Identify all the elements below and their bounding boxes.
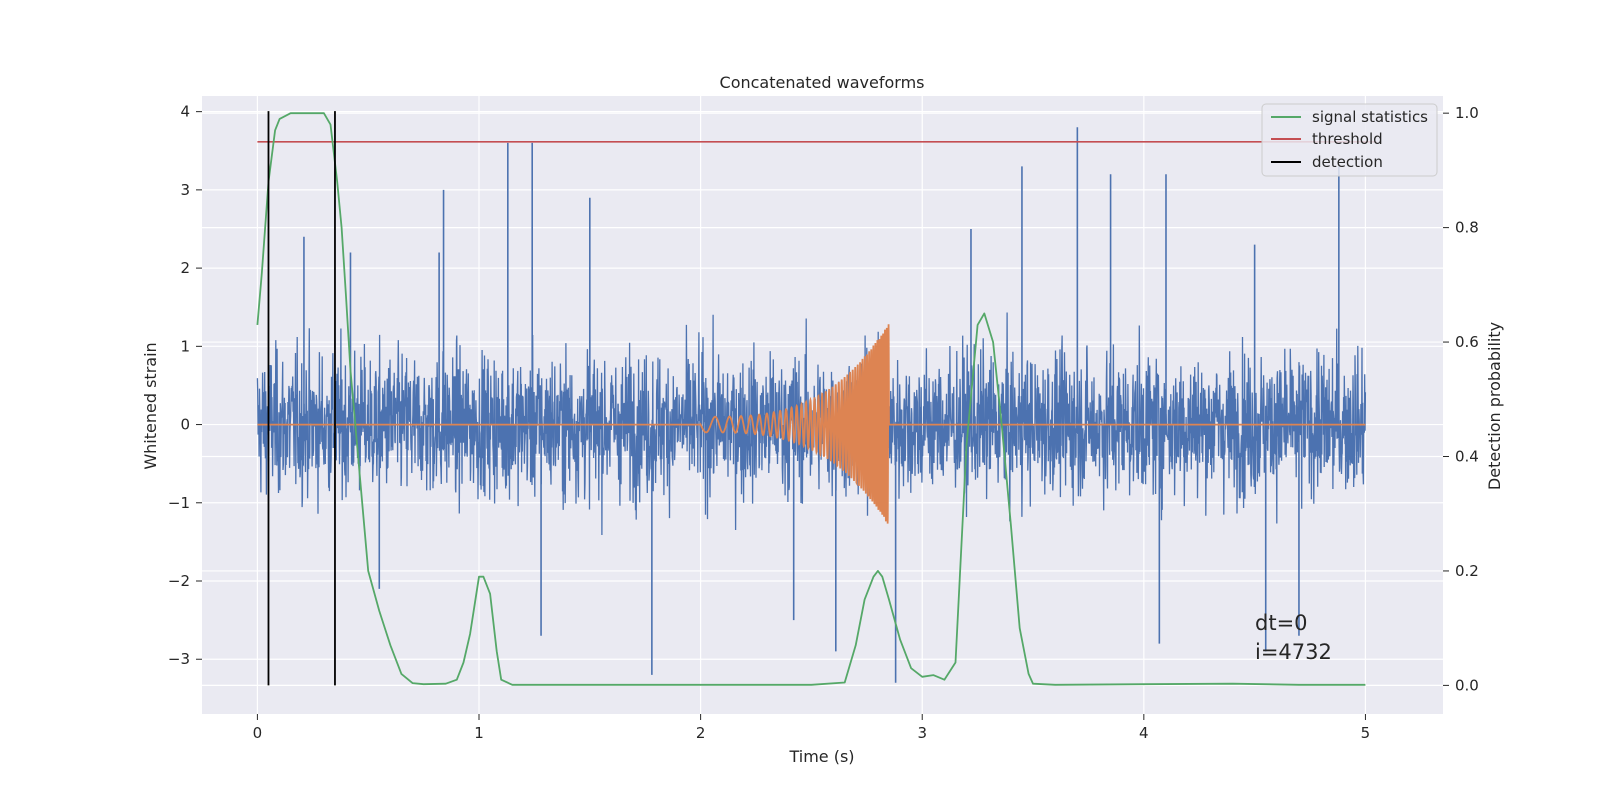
x-tick-label: 3 — [917, 724, 927, 742]
legend-label-detection: detection — [1312, 153, 1383, 171]
y-tick-label: −2 — [168, 572, 190, 590]
y-tick-label: 2 — [180, 259, 190, 277]
x-tick-label: 1 — [474, 724, 484, 742]
legend: signal statistics threshold detection — [1261, 103, 1438, 177]
x-axis-label: Time (s) — [788, 747, 854, 766]
ticks: 0 1 2 3 4 5 −3 −2 −1 0 1 2 3 4 0.0 0.2 0.4 0.6 0.8 1.0 — [168, 103, 1479, 742]
chart-title: Concatenated waveforms — [720, 73, 925, 92]
series-signal-statistics — [256, 112, 1366, 686]
series-layer — [256, 111, 1377, 686]
legend-box — [1261, 103, 1438, 177]
y-tick-label: 1 — [180, 337, 190, 355]
y2-tick-label: 0.4 — [1455, 448, 1479, 466]
noise-spikes — [303, 127, 1340, 683]
series-injected-chirp — [257, 324, 1366, 524]
y-tick-label: 0 — [180, 416, 190, 434]
y-tick-label: 3 — [180, 181, 190, 199]
legend-label-threshold: threshold — [1312, 130, 1383, 148]
x-tick-label: 2 — [696, 724, 706, 742]
x-tick-label: 4 — [1139, 724, 1149, 742]
y-tick-label: 4 — [180, 103, 190, 121]
y2-axis-label: Detection probability — [1485, 322, 1504, 490]
x-tick-label: 5 — [1361, 724, 1371, 742]
legend-label-signal-statistics: signal statistics — [1312, 108, 1428, 126]
y2-tick-label: 0.0 — [1455, 676, 1479, 694]
y2-tick-label: 0.2 — [1455, 562, 1479, 580]
y2-tick-label: 1.0 — [1455, 104, 1479, 122]
annotation-i: i=4732 — [1255, 640, 1332, 664]
x-tick-label: 0 — [253, 724, 263, 742]
annotation-dt: dt=0 — [1255, 611, 1308, 635]
y2-tick-label: 0.8 — [1455, 219, 1479, 237]
y-axis-label: Whitened strain — [141, 342, 160, 469]
y-tick-label: −3 — [168, 650, 190, 668]
y-tick-label: −1 — [168, 494, 190, 512]
y2-tick-label: 0.6 — [1455, 333, 1479, 351]
